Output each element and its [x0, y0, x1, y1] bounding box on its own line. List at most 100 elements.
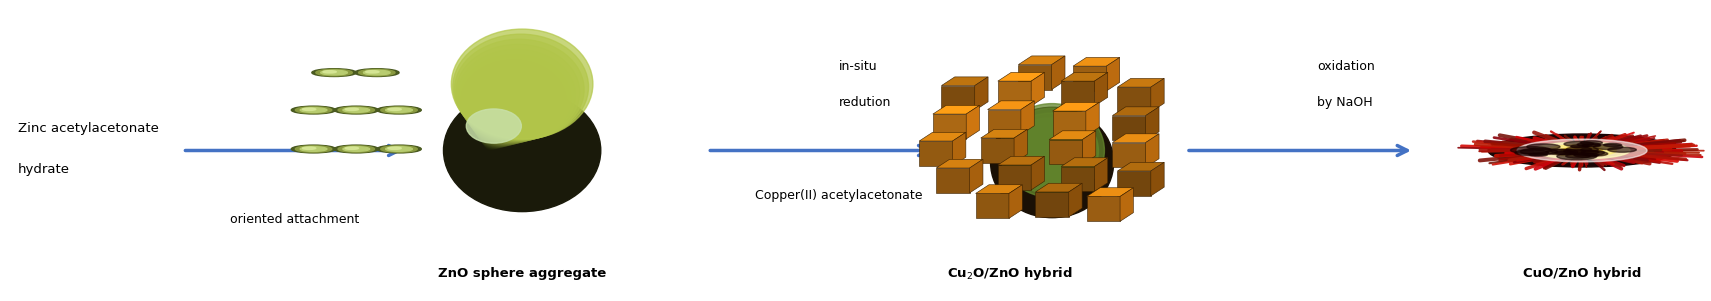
Ellipse shape: [464, 70, 558, 143]
Circle shape: [1511, 147, 1552, 154]
FancyBboxPatch shape: [1052, 111, 1086, 136]
Polygon shape: [932, 105, 979, 114]
Ellipse shape: [1003, 108, 1098, 194]
Circle shape: [1564, 149, 1586, 153]
FancyBboxPatch shape: [941, 85, 975, 110]
Circle shape: [1566, 154, 1590, 158]
Circle shape: [1550, 150, 1571, 153]
Polygon shape: [1146, 134, 1158, 167]
Polygon shape: [1121, 188, 1133, 221]
Ellipse shape: [484, 140, 496, 150]
Circle shape: [382, 107, 417, 113]
Polygon shape: [1032, 73, 1044, 106]
Circle shape: [366, 71, 380, 73]
Ellipse shape: [453, 34, 589, 140]
Polygon shape: [980, 129, 1027, 138]
FancyBboxPatch shape: [987, 110, 1021, 135]
Ellipse shape: [1021, 132, 1068, 175]
Circle shape: [354, 69, 399, 76]
FancyBboxPatch shape: [936, 168, 970, 193]
Polygon shape: [1117, 78, 1163, 87]
FancyBboxPatch shape: [1086, 197, 1121, 221]
Ellipse shape: [471, 95, 536, 145]
Polygon shape: [970, 159, 982, 193]
Circle shape: [303, 108, 317, 110]
Ellipse shape: [483, 130, 505, 149]
FancyBboxPatch shape: [1061, 166, 1095, 191]
FancyBboxPatch shape: [1035, 192, 1069, 217]
Circle shape: [303, 147, 317, 149]
Polygon shape: [998, 73, 1044, 81]
Circle shape: [320, 70, 347, 75]
Circle shape: [376, 106, 421, 114]
Ellipse shape: [467, 109, 522, 143]
Text: Zinc acetylacetonate: Zinc acetylacetonate: [17, 122, 159, 135]
Ellipse shape: [469, 85, 544, 144]
Circle shape: [1608, 147, 1636, 152]
Polygon shape: [1049, 131, 1095, 140]
Circle shape: [311, 69, 356, 76]
Ellipse shape: [462, 64, 563, 142]
Polygon shape: [919, 132, 965, 141]
Circle shape: [1581, 148, 1598, 151]
Polygon shape: [998, 156, 1044, 165]
Polygon shape: [1035, 183, 1081, 192]
Circle shape: [1571, 145, 1590, 148]
Ellipse shape: [472, 100, 532, 146]
Polygon shape: [1032, 156, 1044, 190]
Polygon shape: [1107, 57, 1119, 91]
Circle shape: [1566, 147, 1591, 151]
FancyBboxPatch shape: [919, 141, 953, 166]
Polygon shape: [1095, 73, 1107, 106]
Text: oxidation: oxidation: [1317, 60, 1376, 73]
Ellipse shape: [477, 115, 518, 147]
Ellipse shape: [1018, 128, 1075, 179]
Circle shape: [334, 145, 378, 153]
Polygon shape: [1009, 185, 1021, 219]
Ellipse shape: [455, 39, 583, 140]
Circle shape: [1574, 153, 1598, 157]
Circle shape: [1562, 147, 1603, 154]
Polygon shape: [936, 159, 982, 168]
Circle shape: [1578, 143, 1600, 147]
FancyBboxPatch shape: [1112, 143, 1146, 167]
Ellipse shape: [1035, 152, 1044, 160]
Circle shape: [346, 108, 359, 110]
Ellipse shape: [991, 107, 1114, 218]
Circle shape: [291, 106, 335, 114]
Polygon shape: [967, 105, 979, 139]
FancyBboxPatch shape: [980, 138, 1015, 163]
Circle shape: [1555, 151, 1576, 154]
Ellipse shape: [1032, 147, 1051, 164]
Circle shape: [1564, 141, 1593, 147]
Circle shape: [1535, 142, 1631, 159]
Circle shape: [376, 145, 421, 153]
Polygon shape: [1095, 158, 1107, 191]
Circle shape: [1530, 153, 1547, 156]
Circle shape: [1547, 149, 1578, 155]
FancyBboxPatch shape: [1049, 140, 1083, 164]
Polygon shape: [975, 77, 987, 110]
Text: CuO/ZnO hybrid: CuO/ZnO hybrid: [1523, 267, 1641, 280]
FancyBboxPatch shape: [1117, 87, 1152, 112]
Text: by NaOH: by NaOH: [1317, 96, 1372, 109]
Circle shape: [323, 71, 337, 73]
FancyBboxPatch shape: [1117, 171, 1152, 196]
Polygon shape: [1152, 78, 1163, 112]
Circle shape: [1514, 150, 1548, 156]
Polygon shape: [1052, 102, 1098, 111]
Polygon shape: [1117, 162, 1163, 171]
Polygon shape: [1152, 162, 1163, 196]
Ellipse shape: [1006, 113, 1092, 190]
Circle shape: [1581, 141, 1603, 144]
Circle shape: [382, 146, 417, 152]
Text: hydrate: hydrate: [17, 163, 70, 176]
FancyBboxPatch shape: [975, 194, 1009, 219]
Polygon shape: [1112, 134, 1158, 143]
Circle shape: [346, 147, 359, 149]
Polygon shape: [1061, 158, 1107, 166]
Polygon shape: [1018, 56, 1064, 65]
Text: Cu$_2$O/ZnO hybrid: Cu$_2$O/ZnO hybrid: [946, 265, 1073, 282]
Circle shape: [1603, 144, 1622, 147]
Circle shape: [1593, 144, 1622, 150]
